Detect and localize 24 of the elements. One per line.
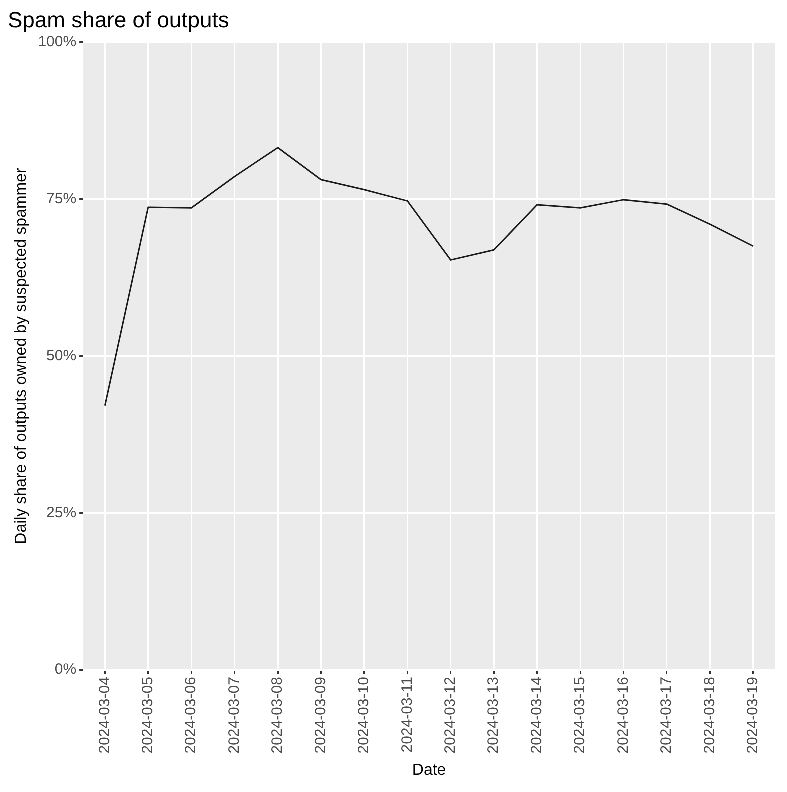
x-tick-label: 2024-03-16 xyxy=(614,677,632,754)
x-tick-label: 2024-03-06 xyxy=(182,677,200,754)
x-tick-label: 2024-03-12 xyxy=(442,677,460,754)
x-tick-label: 2024-03-17 xyxy=(658,677,676,754)
y-tick-label: 25% xyxy=(46,504,77,522)
x-tick-label: 2024-03-10 xyxy=(356,677,373,754)
y-tick-label: 100% xyxy=(38,34,77,51)
y-tick-label: 0% xyxy=(54,661,77,678)
y-axis-title: Daily share of outputs owned by suspected spammer xyxy=(13,167,30,544)
y-tick-label: 50% xyxy=(46,347,77,364)
x-tick-label: 2024-03-13 xyxy=(485,677,502,754)
x-tick-label: 2024-03-19 xyxy=(744,677,762,754)
y-tick-label: 75% xyxy=(46,190,77,208)
x-tick-label: 2024-03-07 xyxy=(226,677,243,754)
x-tick-label: 2024-03-15 xyxy=(572,677,589,754)
x-tick-label: 2024-03-14 xyxy=(528,677,546,754)
x-tick-label: 2024-03-08 xyxy=(269,677,286,754)
x-axis-title: Date xyxy=(412,762,446,779)
x-tick-label: 2024-03-18 xyxy=(701,677,718,754)
x-tick-label: 2024-03-11 xyxy=(398,677,416,753)
x-tick-label: 2024-03-04 xyxy=(96,677,114,754)
x-tick-label: 2024-03-05 xyxy=(140,677,157,754)
chart-title: Spam share of outputs xyxy=(8,7,230,32)
x-tick-label: 2024-03-09 xyxy=(312,677,330,754)
